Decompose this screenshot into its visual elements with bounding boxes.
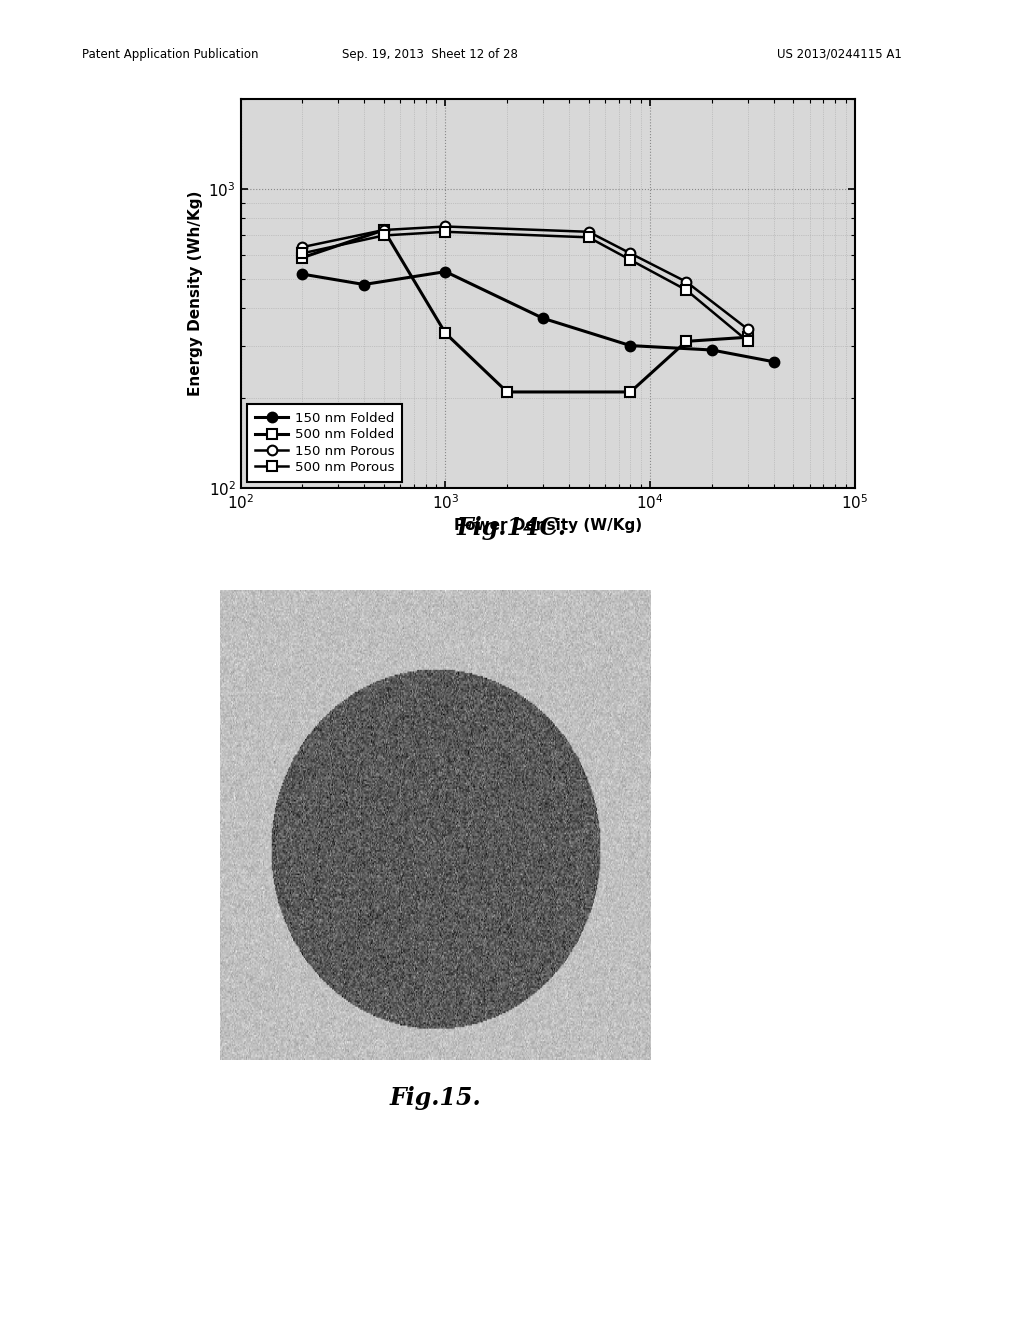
- 150 nm Porous: [378, 222, 390, 238]
- 500 nm Porous: [296, 246, 308, 261]
- 150 nm Porous: [439, 219, 452, 235]
- Line: 500 nm Porous: 500 nm Porous: [297, 227, 753, 346]
- 500 nm Folded: [741, 329, 754, 345]
- Line: 150 nm Folded: 150 nm Folded: [297, 267, 778, 367]
- 150 nm Folded: [537, 310, 549, 326]
- Y-axis label: Energy Density (Wh/Kg): Energy Density (Wh/Kg): [187, 191, 203, 396]
- 500 nm Porous: [741, 334, 754, 350]
- 500 nm Folded: [625, 384, 637, 400]
- 500 nm Porous: [378, 227, 390, 243]
- 150 nm Porous: [296, 239, 308, 255]
- 500 nm Porous: [680, 282, 692, 298]
- 500 nm Folded: [680, 334, 692, 350]
- 500 nm Folded: [439, 325, 452, 341]
- Text: Fig.15.: Fig.15.: [389, 1086, 481, 1110]
- 150 nm Folded: [357, 277, 370, 293]
- 150 nm Folded: [767, 354, 779, 370]
- Line: 500 nm Folded: 500 nm Folded: [297, 226, 753, 397]
- Text: Sep. 19, 2013  Sheet 12 of 28: Sep. 19, 2013 Sheet 12 of 28: [342, 48, 518, 61]
- Text: Fig.14C.: Fig.14C.: [457, 516, 567, 540]
- 150 nm Porous: [625, 246, 637, 261]
- 150 nm Folded: [625, 338, 637, 354]
- 500 nm Folded: [296, 249, 308, 265]
- Line: 150 nm Porous: 150 nm Porous: [297, 222, 753, 334]
- X-axis label: Power Density (W/Kg): Power Density (W/Kg): [454, 517, 642, 532]
- 500 nm Folded: [501, 384, 513, 400]
- Text: US 2013/0244115 A1: US 2013/0244115 A1: [777, 48, 902, 61]
- Text: Patent Application Publication: Patent Application Publication: [82, 48, 258, 61]
- 500 nm Porous: [439, 224, 452, 240]
- 500 nm Porous: [583, 230, 595, 246]
- 150 nm Porous: [583, 224, 595, 240]
- 150 nm Folded: [296, 267, 308, 282]
- 150 nm Folded: [706, 342, 718, 358]
- 500 nm Folded: [378, 222, 390, 238]
- 500 nm Porous: [625, 252, 637, 268]
- Legend: 150 nm Folded, 500 nm Folded, 150 nm Porous, 500 nm Porous: 150 nm Folded, 500 nm Folded, 150 nm Por…: [247, 404, 402, 482]
- 150 nm Porous: [741, 321, 754, 337]
- 150 nm Folded: [439, 264, 452, 280]
- 150 nm Porous: [680, 275, 692, 290]
